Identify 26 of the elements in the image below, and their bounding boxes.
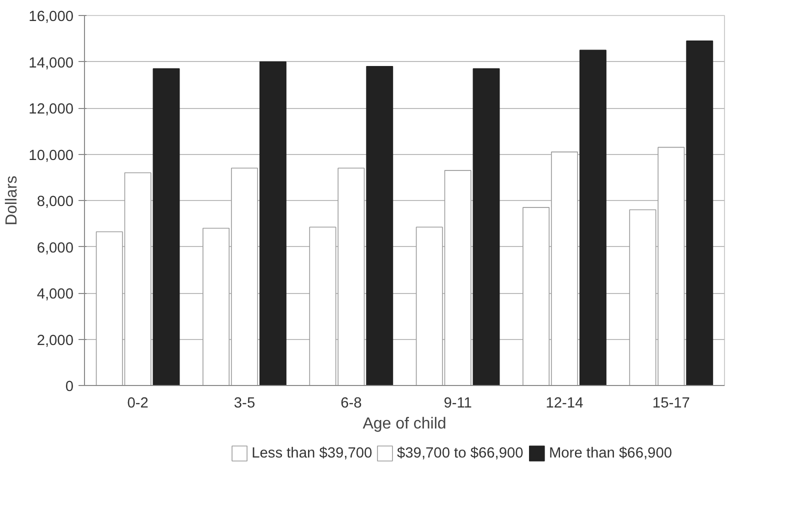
bar xyxy=(472,68,500,386)
bar xyxy=(579,50,606,386)
x-axis-title: Age of child xyxy=(362,416,446,432)
legend-label: More than $66,900 xyxy=(548,446,672,462)
bar xyxy=(686,40,714,386)
bar xyxy=(366,66,394,386)
y-tick-label: 8,000 xyxy=(36,194,74,210)
x-tick-label: 12-14 xyxy=(546,396,584,412)
x-tick-label: 15-17 xyxy=(652,396,690,412)
y-tick-label: 16,000 xyxy=(28,9,74,25)
x-tick-label: 0-2 xyxy=(127,396,148,412)
y-axis-title: Dollars xyxy=(4,176,21,226)
legend-label: $39,700 to $66,900 xyxy=(397,446,524,462)
y-tick-label: 14,000 xyxy=(28,55,74,72)
bar xyxy=(259,61,286,386)
x-tick-label: 3-5 xyxy=(234,396,256,412)
y-tick-label: 4,000 xyxy=(36,286,74,302)
bar xyxy=(152,68,180,386)
y-tick-label: 0 xyxy=(65,379,74,395)
y-tick-label: 12,000 xyxy=(28,102,74,118)
legend-label: Less than $39,700 xyxy=(252,446,372,462)
y-tick-label: 2,000 xyxy=(36,332,74,349)
y-tick-label: 6,000 xyxy=(36,240,74,256)
y-tick-label: 10,000 xyxy=(28,148,74,164)
x-tick-label: 6-8 xyxy=(340,396,362,412)
x-tick-label: 9-11 xyxy=(444,396,472,412)
